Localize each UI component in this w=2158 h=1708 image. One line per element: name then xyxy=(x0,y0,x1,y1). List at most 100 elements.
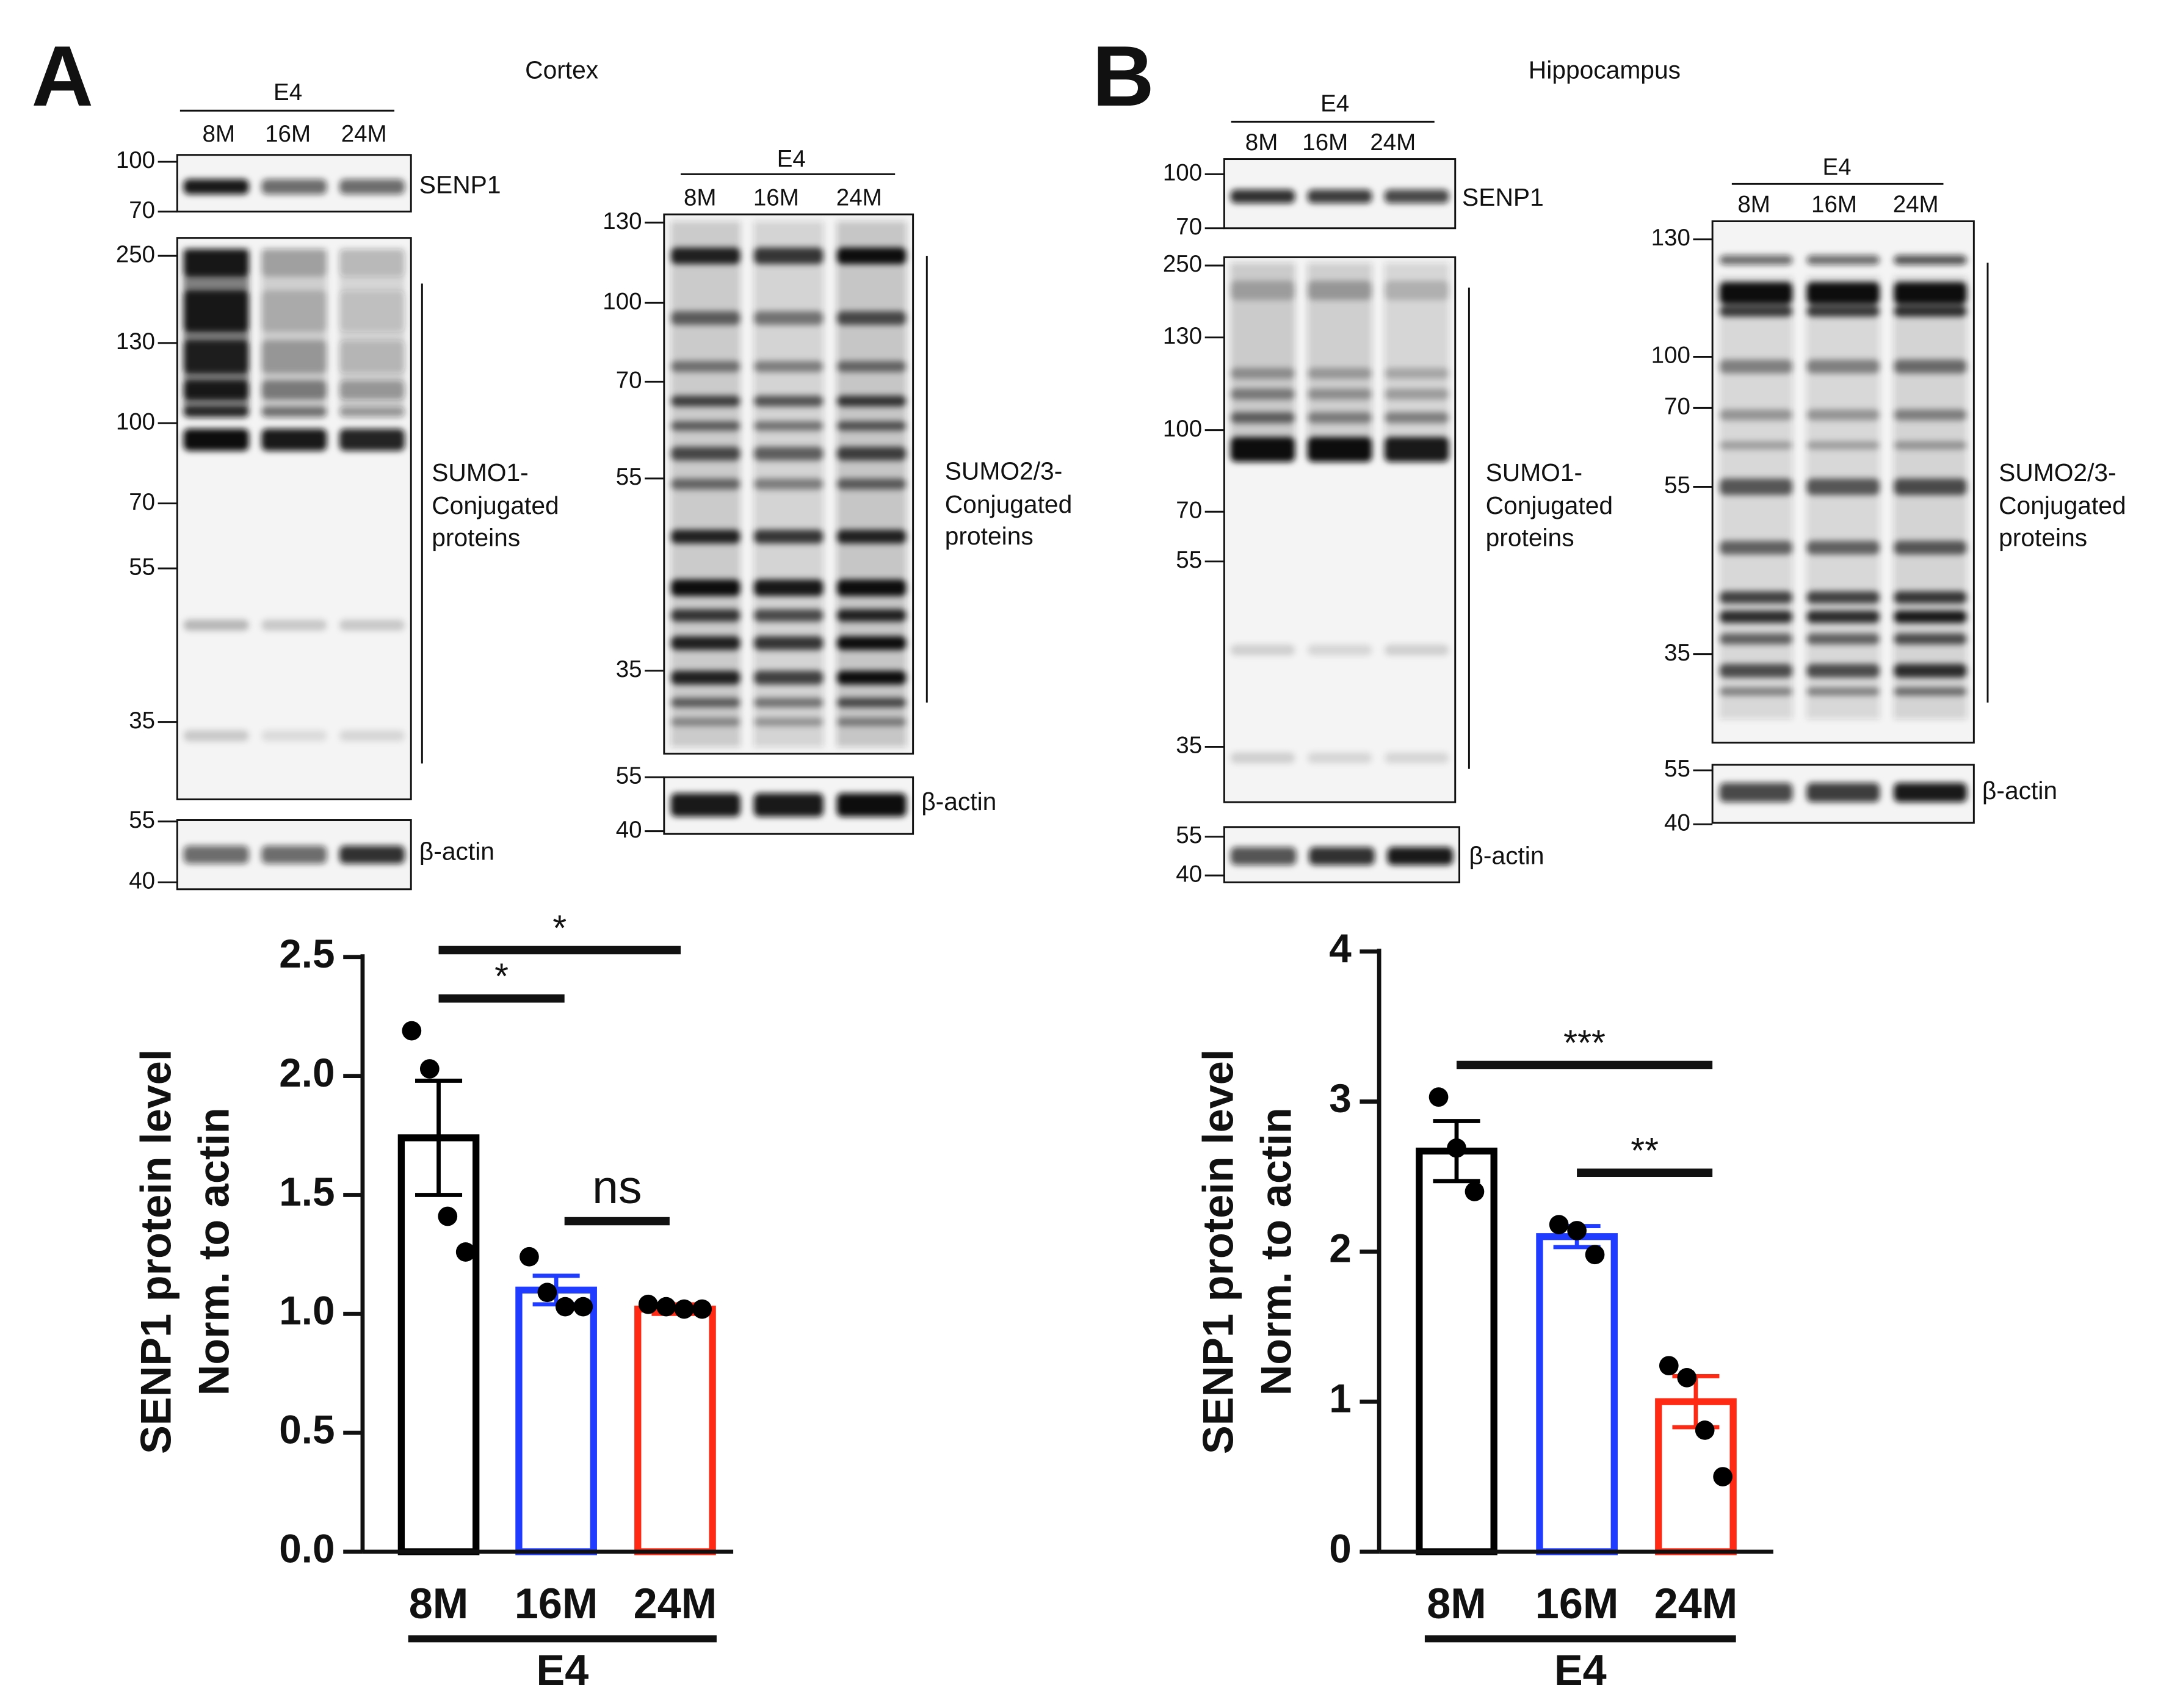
blot-bands xyxy=(183,845,405,864)
band xyxy=(670,609,740,622)
band xyxy=(670,446,740,461)
marker-label: 70 xyxy=(129,197,155,223)
band xyxy=(836,247,907,264)
data-point xyxy=(638,1294,658,1314)
band xyxy=(753,446,824,461)
blot-frame xyxy=(663,776,914,835)
y-axis-label: Norm. to actin xyxy=(190,1107,238,1395)
band xyxy=(1806,664,1880,678)
data-point xyxy=(1465,1182,1485,1201)
band xyxy=(1894,540,1967,555)
band xyxy=(670,579,740,596)
lane-label: 16M xyxy=(265,121,311,147)
lane-label: 24M xyxy=(836,184,882,211)
data-point xyxy=(1713,1467,1733,1486)
band xyxy=(836,609,907,622)
band xyxy=(339,845,405,864)
data-point xyxy=(402,1021,422,1041)
marker-label: 55 xyxy=(1176,822,1202,849)
band xyxy=(183,248,249,277)
y-tick-label: 1 xyxy=(1329,1377,1352,1421)
data-point xyxy=(455,1242,476,1262)
band xyxy=(261,730,327,742)
band xyxy=(1230,436,1295,462)
x-tick-label: 8M xyxy=(1427,1579,1486,1627)
band xyxy=(339,429,405,451)
marker-label: 40 xyxy=(1664,809,1690,836)
x-tick-label: 24M xyxy=(1654,1579,1738,1627)
band xyxy=(1806,255,1880,265)
marker-label: 250 xyxy=(116,241,155,267)
bar xyxy=(634,1305,716,1555)
blot-frame xyxy=(1223,826,1461,883)
lane-label: 8M xyxy=(203,121,235,147)
band xyxy=(1307,644,1372,656)
group-label: E4 xyxy=(273,79,302,106)
band xyxy=(1806,633,1880,645)
band xyxy=(1719,255,1793,265)
band xyxy=(836,421,907,431)
significance-label: * xyxy=(494,957,509,997)
marker-label: 35 xyxy=(129,707,155,734)
band xyxy=(1894,360,1967,374)
lane-label: 8M xyxy=(1737,192,1770,218)
data-point xyxy=(537,1283,557,1303)
band xyxy=(1894,610,1967,623)
band xyxy=(753,361,824,372)
marker-label: 55 xyxy=(1176,547,1202,573)
data-point xyxy=(1659,1356,1679,1376)
band xyxy=(183,619,249,631)
band xyxy=(1719,591,1793,604)
marker-label: 100 xyxy=(116,147,155,173)
band xyxy=(836,311,907,325)
smear xyxy=(1719,277,1793,720)
marker-label: 55 xyxy=(616,762,642,789)
band xyxy=(1307,367,1372,379)
band xyxy=(1230,752,1295,764)
band xyxy=(1806,610,1880,623)
band xyxy=(1719,540,1793,555)
band xyxy=(1894,441,1967,450)
band xyxy=(670,421,740,431)
section-label: SUMO2/3- xyxy=(945,457,1063,485)
marker-label: 40 xyxy=(129,868,155,894)
band xyxy=(1894,664,1967,678)
marker-label: 70 xyxy=(1176,214,1202,240)
band xyxy=(1384,436,1449,462)
band xyxy=(1806,305,1880,317)
band xyxy=(261,407,327,418)
band xyxy=(836,446,907,461)
section-label: β-actin xyxy=(1982,776,2057,805)
band xyxy=(670,793,740,817)
blot-bands xyxy=(1230,847,1454,866)
band xyxy=(1384,752,1449,764)
band xyxy=(836,361,907,372)
smear xyxy=(1806,277,1880,720)
band xyxy=(1307,388,1372,400)
data-point xyxy=(555,1297,575,1317)
lane-label: 16M xyxy=(1811,192,1857,218)
data-point xyxy=(1677,1367,1697,1388)
y-tick-label: 0 xyxy=(1329,1526,1352,1571)
band xyxy=(1719,633,1793,645)
band xyxy=(339,407,405,418)
band xyxy=(1230,367,1295,379)
data-point xyxy=(1428,1087,1449,1107)
section-label: β-actin xyxy=(921,787,996,816)
section-label: Conjugated xyxy=(1486,491,1613,519)
marker-label: 100 xyxy=(1163,160,1202,186)
band xyxy=(1719,360,1793,374)
band xyxy=(1307,189,1372,204)
band xyxy=(836,636,907,650)
marker-label: 55 xyxy=(1664,472,1690,499)
band xyxy=(836,793,907,817)
band xyxy=(261,845,327,864)
band xyxy=(339,179,405,195)
marker-label: 130 xyxy=(1651,225,1690,251)
y-tick-label: 2.0 xyxy=(279,1051,335,1095)
band xyxy=(183,429,249,451)
band xyxy=(1719,441,1793,450)
band xyxy=(1806,360,1880,374)
lane-label: 24M xyxy=(341,121,387,147)
